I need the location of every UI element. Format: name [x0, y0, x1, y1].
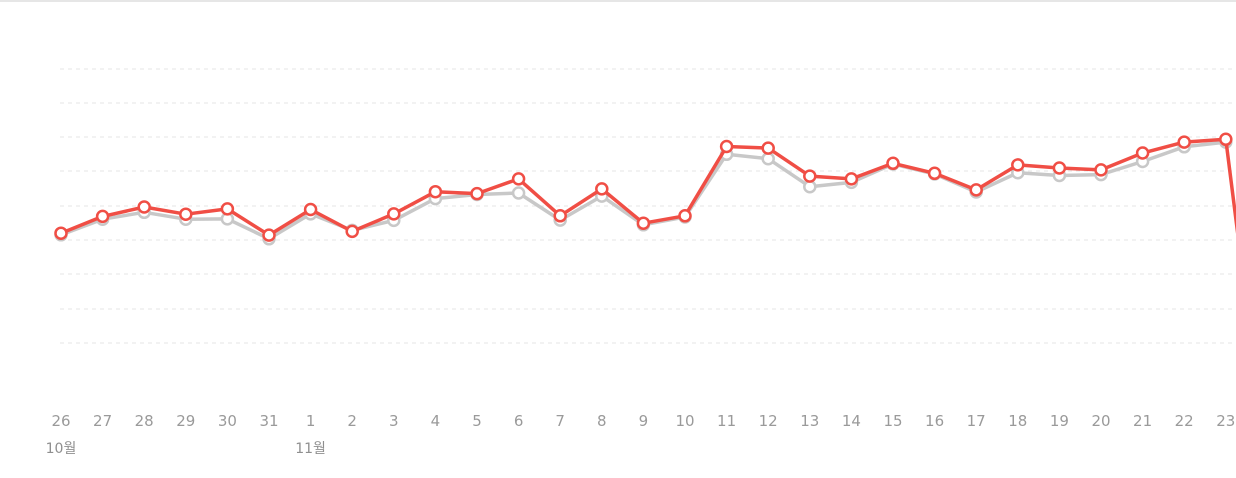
series-0-point-18[interactable] [1011, 158, 1025, 172]
series-0-point-23[interactable] [1219, 132, 1233, 147]
x-axis: 26 27 28 29 30 31 1 2 3 4 5 6 7 8 9 10 11 12 13 14 15 16 17 18 1… [46, 412, 1236, 457]
month-label: 11월 [295, 441, 326, 457]
series-0-point-1[interactable] [303, 202, 318, 217]
x-tick-label: 16 [925, 412, 944, 430]
series-0-point-29[interactable] [179, 207, 193, 221]
series-0-point-15[interactable] [886, 156, 900, 171]
series-0-point-3[interactable] [387, 207, 401, 221]
grid [60, 68, 1236, 344]
series-0-point-17[interactable] [969, 183, 983, 197]
x-tick-label: 26 [51, 412, 70, 430]
series-0-point-16[interactable] [927, 166, 942, 181]
x-tick-label: 2 [347, 412, 357, 430]
series-1-point-6[interactable] [511, 186, 526, 200]
series-0-point-13[interactable] [803, 169, 817, 183]
series-0-point-30[interactable] [220, 202, 235, 216]
series-0-point-7[interactable] [553, 209, 567, 223]
series-0-point-26[interactable] [54, 226, 68, 240]
series [54, 132, 1236, 246]
x-tick-label: 23 [1216, 412, 1235, 430]
x-tick-label: 7 [555, 412, 565, 430]
x-tick-label: 19 [1050, 412, 1069, 430]
series-0-point-22[interactable] [1177, 135, 1191, 149]
series-0-point-28[interactable] [137, 200, 151, 214]
series-0-point-27[interactable] [95, 209, 110, 224]
x-tick-label: 22 [1175, 412, 1194, 430]
x-tick-label: 17 [967, 412, 986, 430]
x-tick-label: 18 [1008, 412, 1027, 430]
x-tick-label: 10 [675, 412, 694, 430]
series-0-line [59, 137, 1236, 237]
x-tick-label: 3 [389, 412, 399, 430]
x-tick-label: 30 [218, 412, 237, 430]
series-0-point-21[interactable] [1135, 146, 1150, 160]
series-0-point-14[interactable] [844, 172, 859, 186]
x-tick-label: 13 [800, 412, 819, 430]
series-0-point-20[interactable] [1094, 163, 1108, 177]
series-0-point-12[interactable] [761, 141, 775, 155]
x-tick-label: 29 [176, 412, 195, 430]
x-tick-label: 21 [1133, 412, 1152, 430]
x-tick-label: 20 [1091, 412, 1110, 430]
x-tick-label: 5 [472, 412, 482, 430]
x-tick-label: 4 [431, 412, 441, 430]
series-0-point-8[interactable] [595, 182, 609, 196]
x-tick-label: 14 [842, 412, 861, 430]
month-label: 10월 [46, 441, 77, 457]
x-tick-label: 1 [306, 412, 316, 430]
series-0-point-2[interactable] [345, 224, 359, 239]
x-tick-label: 28 [135, 412, 154, 430]
x-tick-label: 6 [514, 412, 524, 430]
series-0-point-19[interactable] [1052, 161, 1067, 175]
series-0-point-31[interactable] [262, 228, 276, 242]
series-0-point-10[interactable] [678, 209, 692, 223]
series-0-point-11[interactable] [719, 139, 734, 154]
series-0-point-9[interactable] [636, 216, 651, 230]
series-0-point-6[interactable] [511, 172, 526, 186]
series-0-point-4[interactable] [428, 184, 443, 199]
top-border [0, 0, 1236, 2]
x-tick-label: 11 [717, 412, 736, 430]
x-tick-label: 9 [639, 412, 649, 430]
x-tick-label: 12 [759, 412, 778, 430]
x-tick-label: 15 [883, 412, 902, 430]
x-tick-label: 31 [259, 412, 278, 430]
series-0-point-5[interactable] [470, 186, 484, 201]
x-tick-label: 27 [93, 412, 112, 430]
x-tick-label: 8 [597, 412, 607, 430]
